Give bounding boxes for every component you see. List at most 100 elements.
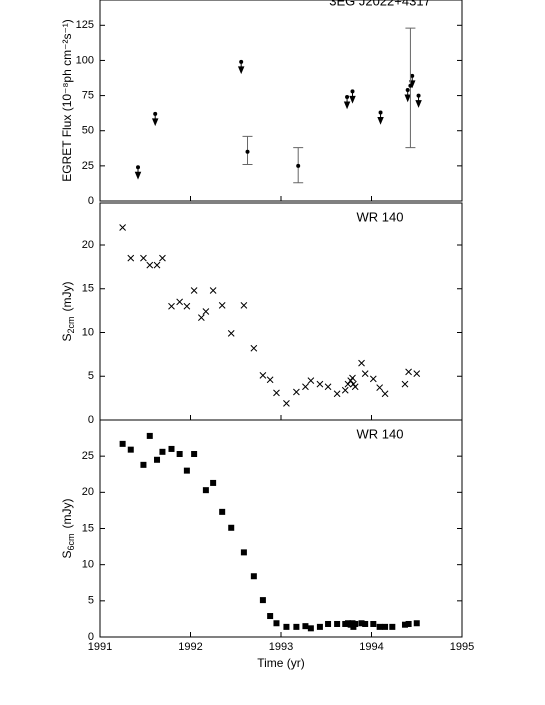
y-label-main: S	[60, 334, 74, 342]
cross-marker	[250, 344, 258, 352]
square-marker	[240, 549, 247, 556]
square-marker	[325, 620, 332, 627]
cross-marker	[190, 287, 198, 294]
upper-limit-dot	[136, 165, 141, 170]
cross-marker	[227, 330, 235, 337]
y-tick-label: 15	[82, 283, 94, 295]
square-marker	[283, 623, 290, 630]
panel-title: WR 140	[357, 426, 404, 441]
square-marker	[273, 620, 280, 627]
upper-limit-dot	[153, 111, 158, 116]
y-tick-label: 15	[82, 522, 94, 534]
square-marker	[219, 508, 226, 515]
y-tick-label: 20	[82, 239, 94, 251]
square-marker	[389, 623, 396, 630]
upper-limit-dot	[345, 94, 350, 99]
plot-frame	[99, 202, 463, 421]
cross-marker	[376, 384, 383, 391]
y-label-main: S	[60, 551, 74, 559]
cross-marker	[401, 380, 409, 388]
cross-marker	[127, 254, 135, 262]
y-tick-label: 20	[82, 486, 94, 498]
square-marker	[405, 620, 412, 627]
x-tick-label: 1992	[178, 641, 202, 653]
cross-marker	[146, 261, 154, 269]
cross-marker	[358, 359, 365, 367]
cross-marker	[259, 372, 267, 379]
x-axis-label: Time (yr)	[257, 656, 305, 670]
square-marker	[302, 623, 309, 630]
square-marker	[168, 445, 175, 452]
error-bar	[405, 27, 416, 149]
square-marker	[191, 450, 198, 457]
cross-marker	[344, 380, 352, 388]
y-tick-label: 50	[82, 125, 94, 137]
cross-marker	[302, 383, 309, 391]
square-marker	[293, 623, 300, 630]
square-marker	[401, 621, 408, 628]
y-tick-label: 0	[88, 195, 94, 207]
square-marker	[146, 432, 153, 439]
square-marker	[202, 487, 209, 494]
square-marker	[362, 620, 369, 627]
cross-marker	[405, 368, 412, 376]
square-marker	[140, 461, 147, 468]
cross-marker	[198, 314, 205, 321]
upper-limit-dot	[239, 59, 244, 64]
y-axis-label: S2cm (mJy)	[60, 281, 76, 341]
cross-marker	[381, 390, 389, 398]
cross-marker	[293, 388, 300, 396]
square-marker	[119, 440, 126, 447]
upper-limit-dot	[416, 93, 421, 98]
detection-dot	[296, 163, 301, 168]
upper-limit-dot	[350, 89, 355, 94]
cross-marker	[218, 302, 226, 309]
x-tick-label: 1991	[88, 641, 112, 653]
square-marker	[250, 573, 257, 580]
cross-marker	[159, 254, 166, 262]
square-marker	[370, 620, 377, 627]
cross-marker	[283, 400, 290, 407]
cross-marker	[209, 287, 217, 294]
y-tick-label: 25	[82, 160, 94, 172]
cross-marker	[266, 376, 274, 384]
panel-title: 3EG J2022+4317	[329, 0, 431, 8]
cross-marker	[273, 389, 280, 397]
cross-marker	[119, 224, 126, 231]
square-marker	[352, 620, 359, 627]
square-marker	[376, 623, 383, 630]
square-marker	[154, 456, 161, 463]
y-label-sub: 6cm	[66, 533, 76, 550]
cross-marker	[333, 390, 341, 398]
y-label-sub: 2cm	[66, 316, 76, 333]
cross-marker	[369, 375, 377, 383]
square-marker	[307, 625, 314, 632]
x-tick-label: 1993	[269, 641, 293, 653]
y-tick-label: 125	[76, 19, 94, 31]
cross-marker	[351, 383, 359, 391]
square-marker	[210, 479, 217, 486]
square-marker	[334, 620, 341, 627]
cross-marker	[140, 254, 147, 262]
y-label-unit: (mJy)	[60, 498, 74, 528]
square-marker	[259, 597, 266, 604]
cross-marker	[316, 380, 324, 388]
y-tick-label: 75	[82, 89, 94, 101]
cross-marker	[168, 302, 175, 310]
cross-marker	[361, 370, 369, 377]
square-marker	[228, 524, 235, 531]
cross-marker	[153, 261, 161, 269]
cross-marker	[413, 370, 421, 377]
x-tick-label: 1994	[359, 641, 383, 653]
square-marker	[127, 446, 134, 453]
cross-marker	[176, 298, 183, 306]
square-marker	[413, 620, 420, 627]
y-label-unit: (mJy)	[60, 281, 74, 311]
square-marker	[176, 450, 183, 457]
y-axis-label: S6cm (mJy)	[60, 498, 76, 558]
cross-marker	[341, 386, 349, 394]
detection-dot	[245, 149, 250, 154]
upper-limit-dot	[405, 87, 410, 92]
y-tick-label: 25	[82, 450, 94, 462]
